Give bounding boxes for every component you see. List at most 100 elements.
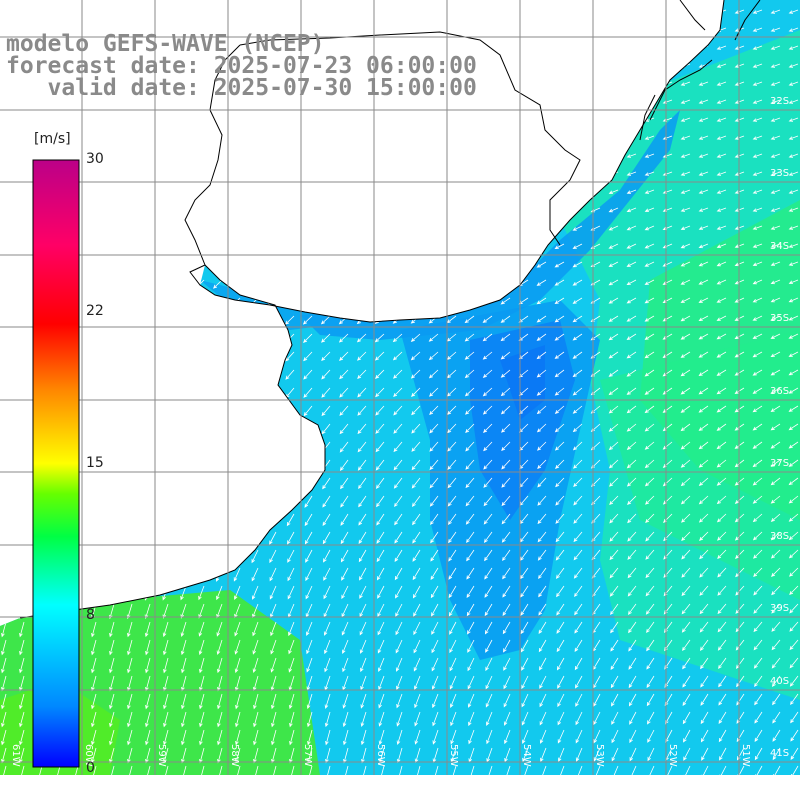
wind-arrow (626, 207, 637, 213)
wind-arrow (251, 567, 259, 582)
wind-arrow (520, 603, 529, 616)
wind-arrow (306, 693, 313, 710)
wind-arrow (609, 531, 619, 542)
wind-arrow (681, 513, 691, 523)
wind-arrow (644, 387, 655, 395)
wind-arrow (734, 459, 745, 468)
wind-arrow (752, 477, 763, 486)
wind-arrow (716, 405, 727, 413)
wind-arrow (521, 657, 529, 671)
wind-arrow (484, 585, 493, 598)
wind-arrow (321, 405, 331, 417)
colorbar-tick: 15 (86, 455, 104, 471)
wind-arrow (360, 729, 367, 746)
lat-label: 36S (770, 386, 789, 397)
wind-arrow (464, 333, 475, 342)
wind-arrow (378, 657, 385, 672)
wind-arrow (324, 711, 331, 728)
wind-arrow (374, 333, 385, 343)
wind-arrow (629, 747, 637, 762)
wind-arrow (360, 711, 367, 727)
wind-arrow (271, 711, 277, 728)
wind-arrow (572, 315, 583, 323)
wind-arrow (645, 603, 655, 615)
wind-arrow (251, 585, 259, 600)
wind-arrow (575, 675, 583, 689)
wind-arrow (698, 261, 709, 267)
wind-arrow (537, 441, 547, 451)
wind-arrow (305, 549, 313, 563)
wind-arrow (788, 333, 799, 339)
wind-arrow (556, 657, 565, 671)
wind-arrow (467, 657, 475, 672)
wind-arrow (629, 765, 637, 775)
wind-arrow (504, 729, 511, 745)
wind-arrow (771, 621, 781, 632)
wind-arrow (788, 243, 799, 248)
wind-arrow (269, 567, 277, 582)
wind-arrow (682, 657, 691, 670)
wind-arrow (537, 513, 547, 525)
wind-arrow (466, 585, 475, 598)
wind-arrow (610, 657, 619, 670)
wind-arrow (483, 423, 493, 433)
wind-arrow (432, 711, 439, 727)
wind-arrow (554, 441, 565, 451)
wind-arrow (303, 333, 313, 343)
wind-arrow (322, 495, 331, 508)
wind-arrow (717, 621, 727, 633)
wind-arrow (340, 531, 349, 545)
wind-arrow (554, 351, 565, 359)
wind-arrow (358, 477, 367, 490)
wind-arrow (234, 621, 241, 637)
wind-arrow (429, 477, 439, 489)
wind-arrow (558, 747, 565, 762)
wind-arrow (375, 405, 385, 416)
wind-arrow (465, 441, 475, 452)
wind-arrow (431, 675, 439, 690)
wind-arrow (414, 729, 421, 745)
wind-arrow (357, 387, 367, 398)
wind-arrow (573, 567, 583, 579)
wind-arrow (681, 531, 691, 542)
wind-arrow (357, 369, 367, 380)
wind-arrow (394, 549, 403, 562)
wind-arrow (609, 567, 619, 579)
wind-arrow (734, 243, 745, 248)
wind-arrow (322, 477, 331, 490)
wind-arrow (752, 369, 763, 376)
wind-arrow (771, 585, 781, 596)
wind-arrow (718, 711, 727, 724)
wind-arrow (734, 81, 745, 86)
wind-arrow (772, 693, 781, 706)
wind-arrow (429, 441, 439, 452)
wind-arrow (392, 351, 403, 361)
wind-arrow (611, 711, 619, 725)
wind-arrow (788, 531, 799, 541)
wind-arrow (485, 657, 493, 672)
wind-arrow (127, 657, 133, 674)
wind-arrow (555, 567, 565, 579)
wind-arrow (234, 657, 241, 674)
wind-arrow (593, 747, 601, 762)
wind-arrow (536, 261, 547, 268)
wind-arrow (411, 495, 421, 507)
wind-arrow (716, 135, 727, 140)
wind-arrow (321, 423, 331, 435)
wind-arrow (716, 369, 727, 376)
wind-arrow (770, 63, 781, 68)
wind-arrow (555, 513, 565, 524)
wind-arrow (396, 693, 403, 709)
wind-arrow (270, 639, 277, 655)
wind-arrow (716, 459, 727, 468)
wind-arrow (321, 333, 331, 343)
wind-arrow (413, 603, 421, 617)
wind-arrow (753, 603, 763, 614)
wind-arrow (286, 513, 295, 527)
wind-arrow (467, 693, 475, 708)
wind-arrow (180, 603, 187, 619)
wind-arrow (556, 585, 565, 598)
wind-arrow (610, 621, 619, 634)
wind-arrow (447, 477, 457, 489)
wind-arrow (644, 279, 655, 285)
